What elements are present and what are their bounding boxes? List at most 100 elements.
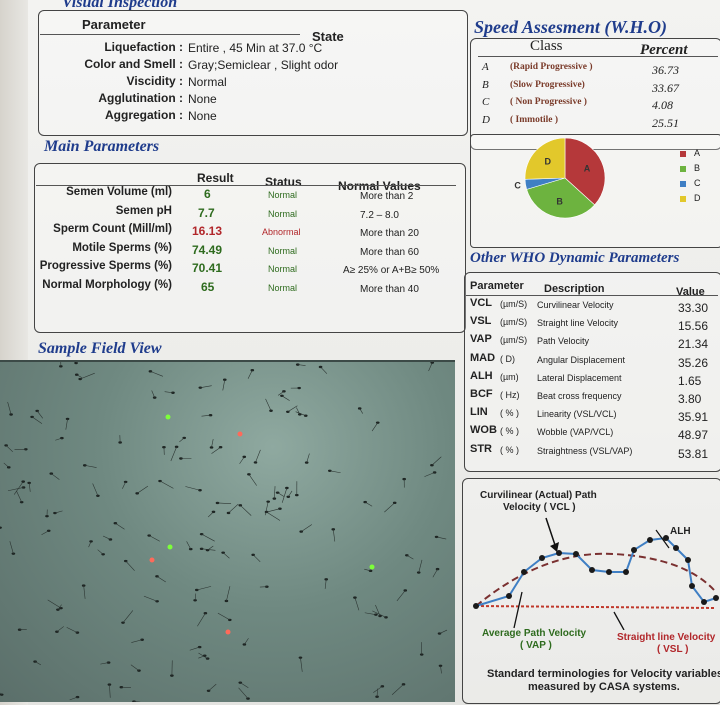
dyn-param-unit: (µm/S): [500, 335, 528, 346]
sperm-cell-head: [297, 413, 302, 416]
sperm-cell-tail: [100, 662, 109, 665]
dyn-param-desc: Straightness (VSL/VAP): [537, 445, 633, 456]
dyn-param-value: 35.26: [678, 355, 709, 370]
sperm-cell-head: [121, 621, 125, 624]
sperm-cell-head: [331, 528, 336, 531]
legend-swatch: [680, 166, 686, 172]
sperm-cell-tail: [7, 401, 12, 415]
dyn-param-value: 33.30: [678, 301, 709, 315]
main-param-label: Semen pH: [115, 204, 172, 217]
tracked-cell-marker: [369, 564, 375, 570]
sperm-cell-tail: [240, 682, 249, 688]
sperm-cell-tail: [222, 379, 226, 391]
visual-inspection-title: Visual Inspection: [62, 0, 178, 11]
sperm-cell-tail: [122, 610, 134, 623]
sperm-cell-tail: [324, 579, 327, 589]
sperm-cell-tail: [65, 418, 68, 430]
speed-class-percent: 33.67: [652, 80, 679, 95]
dyn-param-value: 3.80: [678, 392, 702, 406]
sperm-cell-tail: [151, 390, 155, 398]
main-param-label: Semen Volume (ml): [66, 186, 172, 198]
dyn-param-code: LIN: [470, 406, 488, 419]
sperm-cell-tail: [122, 481, 126, 489]
speed-class-name: ( Immotile ): [510, 114, 559, 125]
main-param-normal: 7.2 – 8.0: [360, 209, 399, 221]
vsl-straight-line: [475, 605, 715, 609]
sperm-cell-head: [368, 569, 373, 573]
main-header-line: [36, 185, 456, 186]
sperm-cell-tail: [34, 661, 42, 666]
path-point: [556, 550, 562, 556]
vap-arrow: [513, 591, 523, 629]
pie-slice-label: D: [545, 156, 552, 166]
sperm-cell-tail: [274, 486, 276, 499]
motility-pie-chart: A B C D: [514, 138, 606, 219]
microscope-field-image: [0, 360, 455, 702]
sperm-cell-tail: [228, 503, 239, 514]
speed-header-line: [478, 56, 718, 57]
sperm-cell-tail: [364, 612, 376, 615]
sperm-cell-head: [21, 480, 25, 483]
speed-header-percent: Percent: [640, 42, 688, 58]
sperm-cell-tail: [3, 462, 9, 468]
sperm-cell-head: [402, 477, 406, 481]
tracked-cell-marker: [225, 629, 231, 635]
sperm-cell-tail: [424, 472, 435, 477]
velocity-diagram-box: [462, 478, 720, 704]
sperm-cell-head: [0, 526, 2, 529]
dyn-param-desc: Wobble (VAP/VCL): [537, 427, 614, 438]
legend-swatch: [680, 181, 686, 187]
sperm-cell-tail: [186, 541, 192, 550]
dyn-param-value: 21.34: [678, 337, 709, 352]
sperm-cell-head: [45, 514, 49, 518]
sperm-cell-head: [193, 599, 197, 602]
sperm-cell-tail: [281, 487, 288, 503]
vi-value: Normal: [188, 75, 227, 89]
main-header-status: Status: [265, 175, 302, 189]
alh-label: ALH: [670, 526, 691, 537]
sperm-cell-head: [56, 608, 60, 611]
path-point: [623, 569, 629, 575]
sperm-cell-tail: [200, 385, 212, 388]
sperm-cell-tail: [440, 665, 442, 674]
sperm-cell-tail: [13, 481, 24, 495]
path-point: [521, 569, 527, 575]
vcl-label-line2: Velocity ( VCL ): [503, 502, 576, 513]
sperm-cell-tail: [365, 501, 373, 507]
path-point: [473, 603, 479, 609]
tracked-cell-marker: [237, 431, 243, 437]
sperm-cell-tail: [84, 465, 97, 468]
dyn-header-param: Parameter: [470, 280, 524, 292]
sperm-cell-head: [378, 614, 382, 618]
sperm-cell-tail: [159, 480, 174, 489]
main-param-result: 70.41: [192, 261, 223, 275]
dyn-param-value: 48.97: [678, 428, 709, 443]
sperm-cell-tail: [16, 490, 22, 503]
dyn-param-value: 1.65: [678, 373, 702, 388]
sperm-cell-tail: [125, 560, 135, 571]
path-point: [713, 595, 719, 601]
path-point: [673, 545, 679, 551]
sperm-cell-tail: [149, 535, 160, 542]
sperm-cell-tail: [88, 541, 92, 548]
main-param-label: Sperm Count (Mill/ml): [53, 223, 172, 235]
sperm-cell-tail: [207, 511, 214, 518]
dyn-header-line: [466, 295, 718, 296]
dyn-param-unit: ( % ): [500, 444, 519, 455]
vi-label: Aggregation :: [105, 108, 183, 122]
tracked-cell-marker: [165, 414, 171, 420]
sperm-cell-tail: [300, 657, 303, 672]
sperm-cell-tail: [179, 437, 185, 443]
sperm-cell-tail: [31, 416, 43, 424]
sperm-cell-tail: [150, 371, 163, 377]
sperm-cell-tail: [239, 456, 245, 464]
sperm-cell-head: [152, 396, 157, 399]
speed-class-percent: 4.08: [652, 98, 673, 112]
sperm-cell-tail: [164, 391, 174, 394]
pie-slice-label: A: [584, 163, 591, 173]
diagram-caption-line1: Standard terminologies for Velocity vari…: [487, 668, 720, 680]
dyn-param-code: VAP: [470, 333, 492, 346]
alh-marker-line: [655, 529, 670, 549]
main-param-normal: A≥ 25% or A+B≥ 50%: [343, 265, 440, 276]
dyn-param-code: WOB: [470, 424, 497, 437]
